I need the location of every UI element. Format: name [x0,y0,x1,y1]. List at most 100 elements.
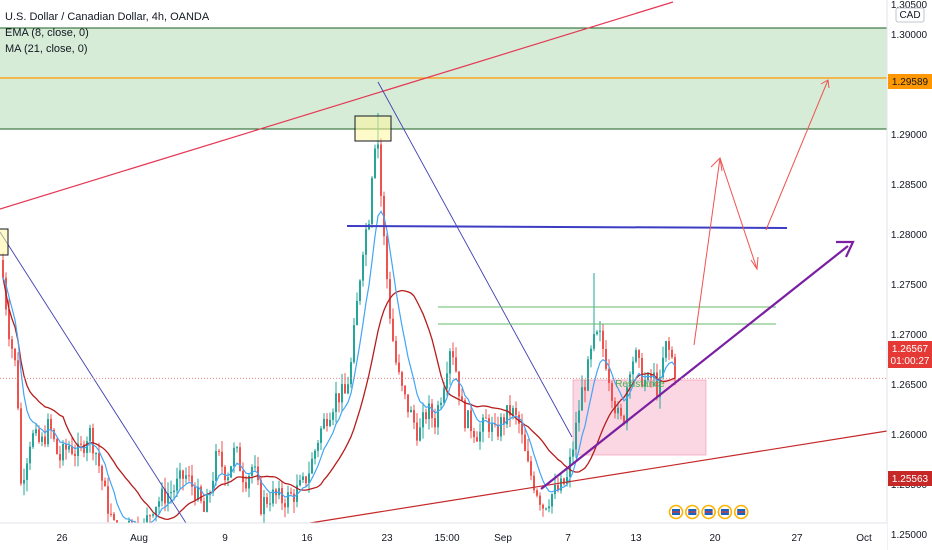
candle-body [542,504,544,509]
flag-stripe [737,511,746,513]
candle [551,493,553,514]
candle [2,253,4,280]
candle-body [290,492,292,494]
candle [656,363,658,401]
candle-body [65,443,67,450]
candle [470,403,472,439]
candle-body [218,451,220,453]
candle [305,475,307,488]
candle-body [665,341,667,358]
candle [359,279,361,305]
candle-body [479,431,481,442]
candle [20,402,22,486]
candle-body [416,422,418,441]
candle-body [227,477,229,481]
candle [44,425,46,448]
candle-body [413,410,415,423]
candle [611,380,613,409]
candle-body [377,144,379,149]
candle-body [44,436,46,445]
x-tick-label: 7 [565,533,571,544]
candle-body [260,480,262,515]
candle-body [650,374,652,379]
y-tick-label: 1.27000 [891,330,928,341]
candle-body [74,453,76,457]
symbol-title[interactable]: U.S. Dollar / Canadian Dollar, 4h, OANDA [5,11,210,23]
candle-body [527,450,529,462]
candle-body [674,357,676,379]
candle-body [302,476,304,480]
candle [203,497,205,513]
candle [107,477,109,523]
candle-body [281,488,283,504]
candle-body [53,429,55,440]
candle-body [224,466,226,481]
candle [665,340,667,362]
flag-stripe [688,511,697,513]
candle-body [104,480,106,487]
x-tick-label: 9 [222,533,228,544]
candle-body [596,331,598,335]
candle-body [632,361,634,375]
candle-body [323,418,325,429]
candle-body [467,410,469,429]
candle [221,441,223,474]
candle [392,308,394,343]
candle [485,409,487,419]
candle-body [293,493,295,502]
ma-indicator-label[interactable]: MA (21, close, 0) [5,43,88,55]
candle [302,472,304,483]
candle-body [473,431,475,438]
candle [671,346,673,360]
flag-stripe [720,511,729,513]
candle-body [584,387,586,391]
down-trendline-mid [377,81,573,438]
candle-body [554,485,556,495]
zone-level-tag-box [888,74,932,89]
candle [347,376,349,395]
candle [596,330,598,336]
candle-body [671,349,673,358]
candle-body [221,451,223,467]
candle-body [311,458,313,474]
candle [641,352,643,388]
candle [548,499,550,513]
candle-body [545,508,547,510]
candle [473,427,475,443]
event-badge [684,504,700,520]
time-axis-background [0,523,887,550]
candle [68,440,70,453]
candle-body [338,393,340,403]
candle [518,411,520,434]
last-price-tag-text: 1.26567 [892,344,929,355]
candle-body [407,394,409,413]
candle [320,425,322,450]
candle-body [401,372,403,386]
candle [353,317,355,364]
candle-body [68,446,70,450]
candle-body [359,280,361,302]
candle-body [329,419,331,426]
candle-body [668,341,670,350]
ema-indicator-label[interactable]: EMA (8, close, 0) [5,27,89,39]
candle [200,484,202,504]
candle [272,480,274,507]
candle-body [626,387,628,424]
x-tick-label: 27 [791,533,803,544]
candle [401,370,403,392]
candle [38,425,40,444]
projection-arrowhead-3 [820,79,830,89]
candle-body [602,330,604,349]
candle-body [212,480,214,493]
candle-body [530,461,532,476]
candle [176,467,178,498]
event-badge [733,504,749,520]
candle-body [410,410,412,413]
candle [437,400,439,435]
candle [539,492,541,511]
candle-body [617,407,619,414]
candle-body [578,410,580,423]
candle [158,496,160,514]
